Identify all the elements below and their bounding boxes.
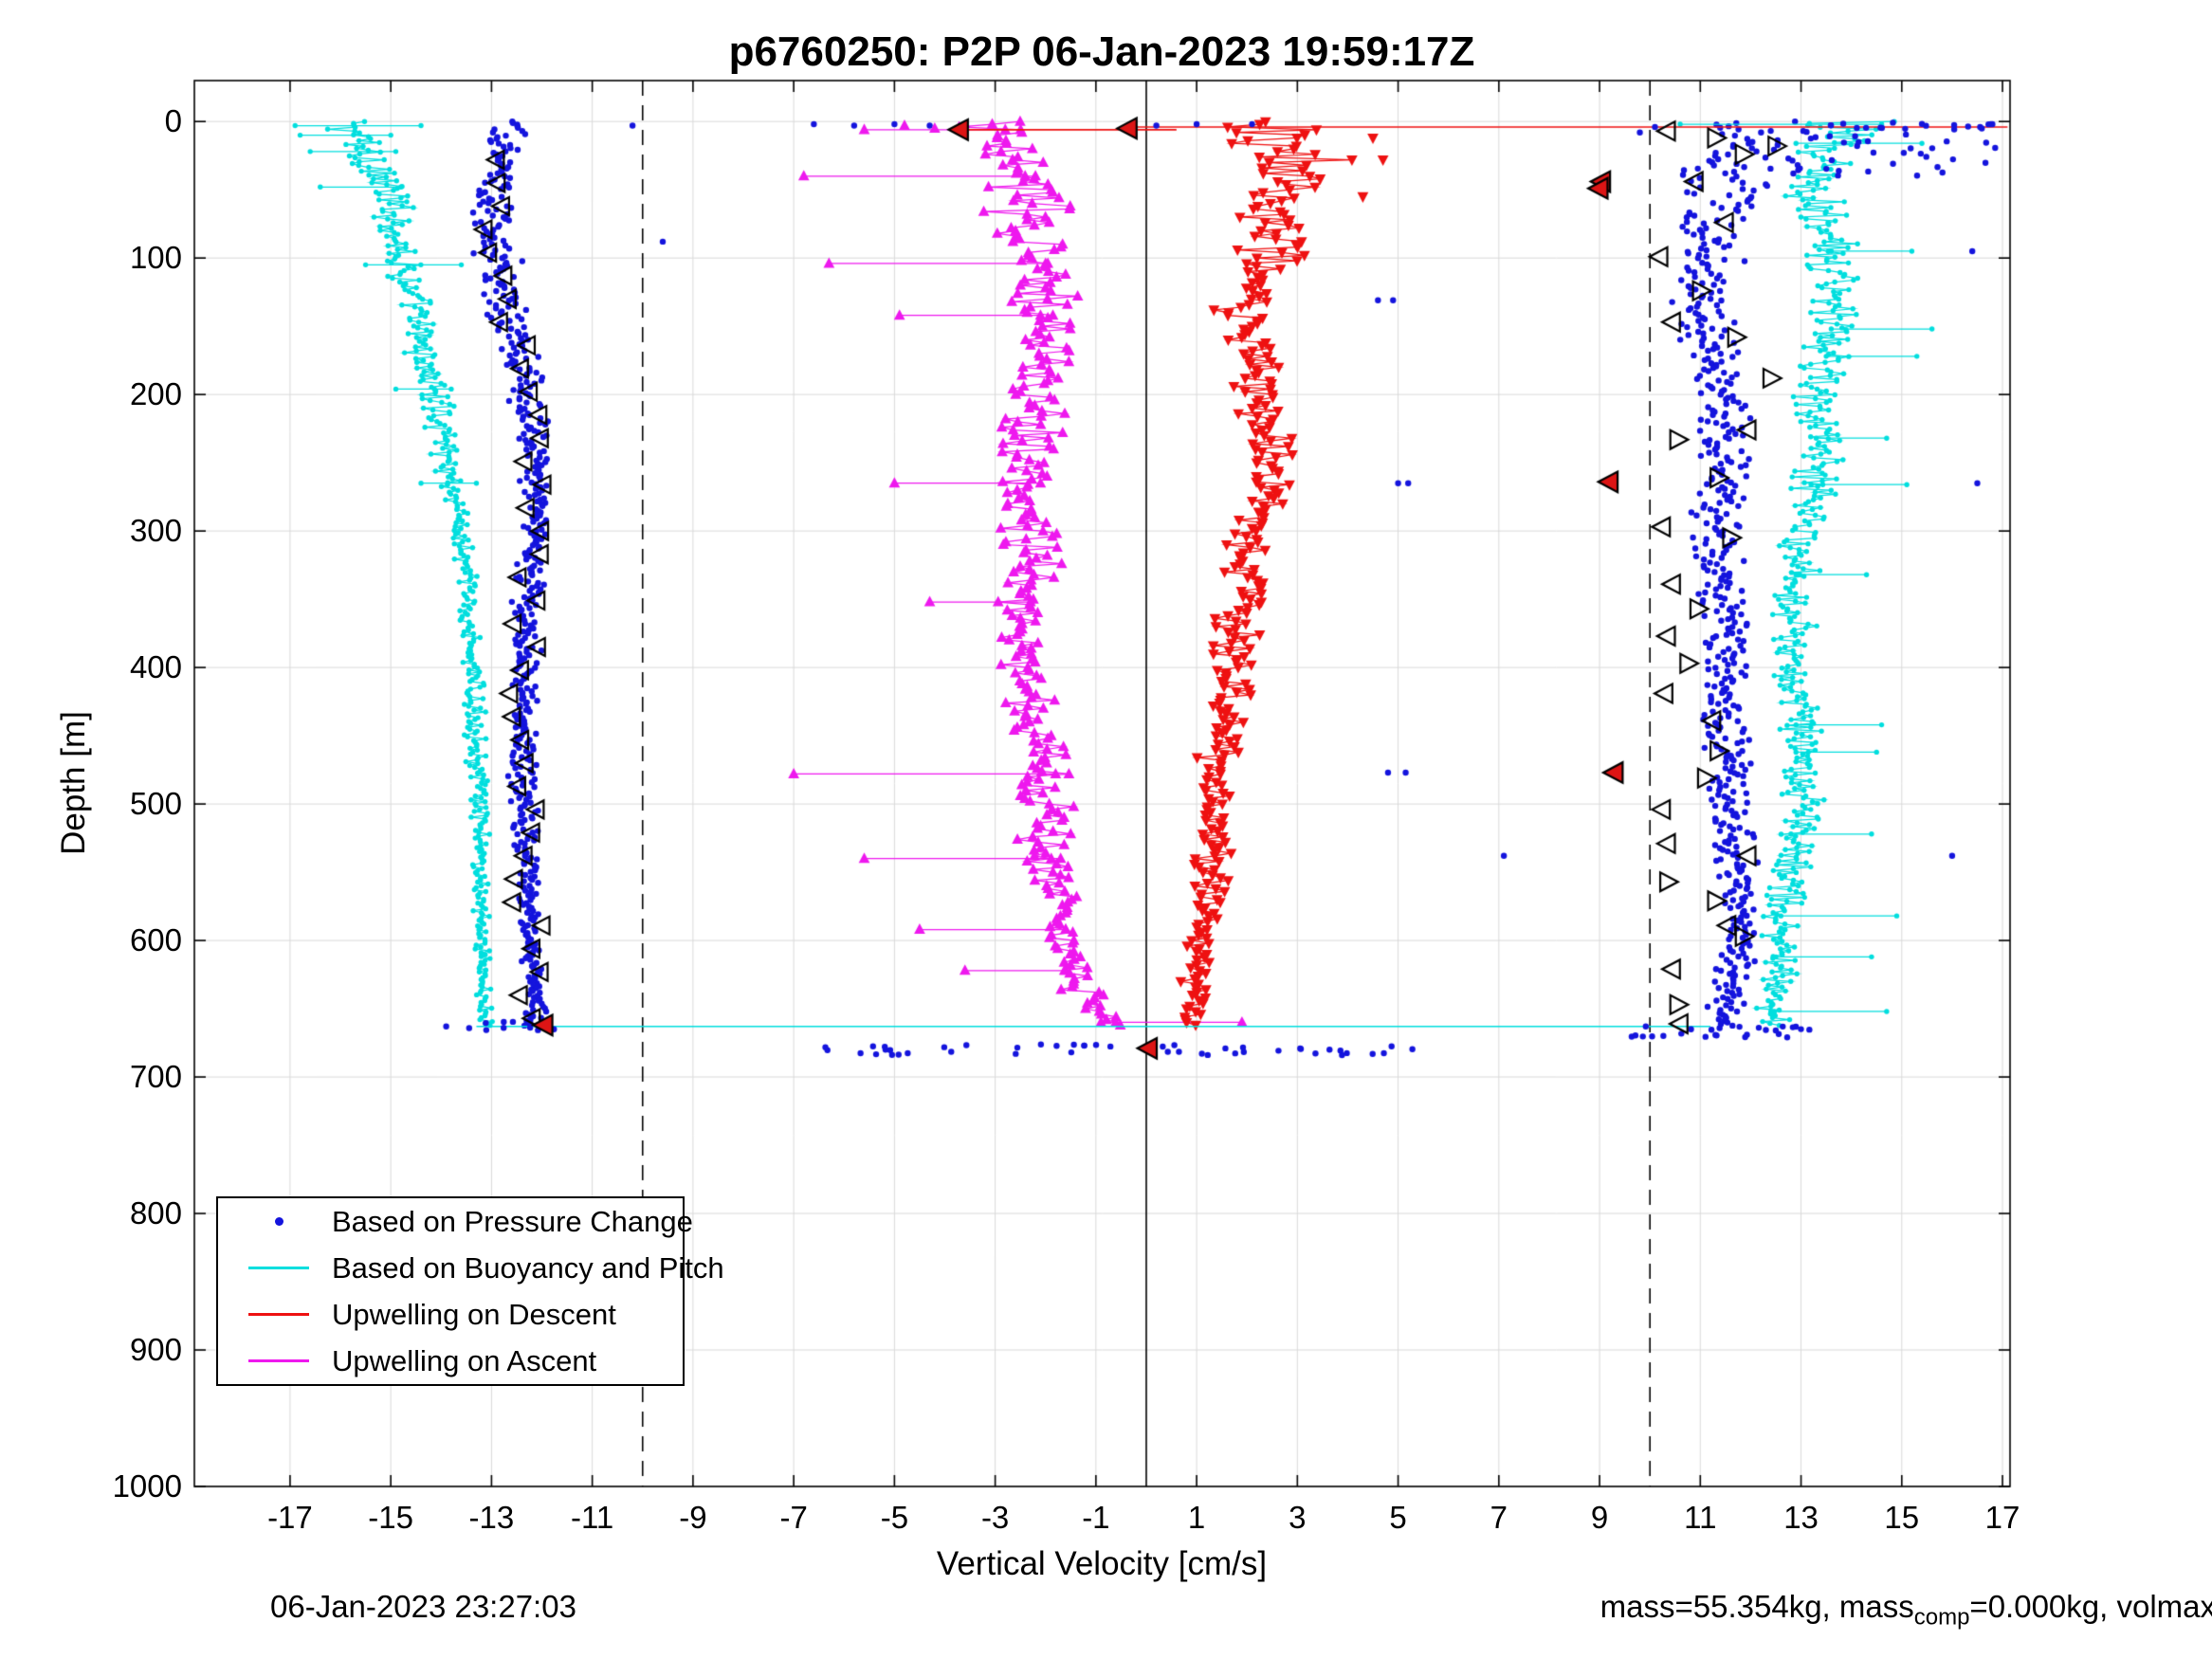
- mass-text-post: =0.000kg, volmax: [1969, 1589, 2212, 1624]
- legend-item: Upwelling on Ascent: [218, 1344, 683, 1378]
- legend-label: Based on Buoyancy and Pitch: [332, 1250, 724, 1285]
- legend-label: Based on Pressure Change: [332, 1204, 693, 1238]
- footer-timestamp: 06-Jan-2023 23:27:03: [270, 1589, 576, 1624]
- legend-line-marker: [237, 1267, 320, 1269]
- mass-text-pre: mass=55.354kg, mass: [1600, 1589, 1914, 1624]
- legend-item: Based on Buoyancy and Pitch: [218, 1251, 724, 1285]
- legend-item: Based on Pressure Change: [218, 1205, 693, 1239]
- legend-label: Upwelling on Ascent: [332, 1343, 597, 1377]
- mass-text-sub: comp: [1913, 1604, 1970, 1631]
- legend: Based on Pressure Change Based on Buoyanc…: [216, 1196, 724, 1386]
- x-axis-label: Vertical Velocity [cm/s]: [936, 1545, 1268, 1582]
- y-axis-label: Depth [m]: [55, 711, 92, 855]
- legend-label: Upwelling on Descent: [332, 1297, 616, 1331]
- legend-line-marker: [237, 1313, 320, 1316]
- footer-mass-info: mass=55.354kg, masscomp=0.000kg, volmax: [1600, 1589, 2212, 1632]
- legend-line-marker: [237, 1359, 320, 1362]
- legend-dot-marker: [237, 1217, 320, 1226]
- legend-item: Upwelling on Descent: [218, 1298, 683, 1332]
- chart-title: p6760250: P2P 06-Jan-2023 19:59:17Z: [728, 28, 1475, 75]
